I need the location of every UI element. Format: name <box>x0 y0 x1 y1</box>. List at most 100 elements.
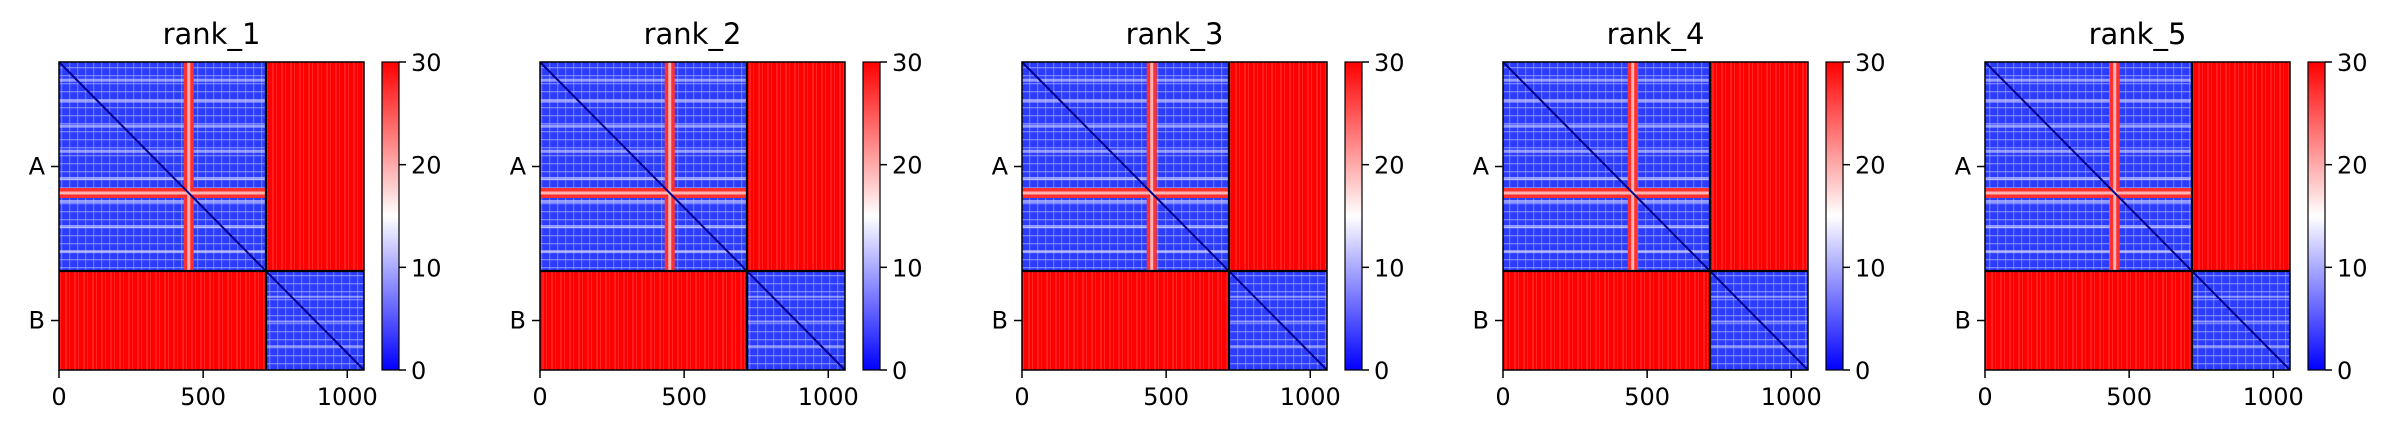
heatmap-band <box>1503 176 1710 180</box>
x-tick-label: 500 <box>1143 383 1189 411</box>
colorbar-tick-label: 30 <box>1855 49 1886 77</box>
heatmap-band <box>2191 345 2290 348</box>
pae-panel: rank_2 0 500 1000 A B 0 10 20 30 <box>510 17 923 411</box>
heatmap-band <box>1022 225 1229 229</box>
heatmap-band <box>1022 199 1229 203</box>
heatmap-band <box>1985 149 2192 153</box>
x-tick-label: 500 <box>661 383 707 411</box>
heatmap-domain-break-v-core <box>1150 62 1154 272</box>
panel-title: rank_3 <box>1126 17 1224 51</box>
heatmap-domain-break-v-core <box>668 62 672 272</box>
heatmap-band <box>1022 176 1229 180</box>
heatmap-block-ba <box>1503 271 1710 370</box>
colorbar-tick-label: 10 <box>411 254 442 282</box>
heatmap-band <box>1985 250 2192 254</box>
pae-panel: rank_5 0 500 1000 A B 0 10 20 30 <box>1955 17 2368 411</box>
chain-label: A <box>1473 153 1490 181</box>
colorbar-tick-label: 10 <box>1374 254 1405 282</box>
heatmap-domain-break-v-core <box>2113 62 2117 272</box>
heatmap-domain-break-h-core <box>1022 191 1229 195</box>
heatmap-band <box>1985 225 2192 229</box>
colorbar-frame <box>1825 61 1844 371</box>
heatmap-band <box>59 225 266 229</box>
heatmap-frame <box>58 61 365 371</box>
x-tick-label: 500 <box>180 383 226 411</box>
chain-label: B <box>992 307 1008 335</box>
heatmap-band <box>1503 250 1710 254</box>
colorbar-frame <box>1344 61 1363 371</box>
heatmap-band <box>59 176 266 180</box>
heatmap-band <box>540 250 747 254</box>
heatmap-block-ba <box>1022 271 1229 370</box>
heatmap-diagonal-a <box>539 61 748 272</box>
colorbar-tick-label: 0 <box>411 357 426 385</box>
x-tick-label: 500 <box>1624 383 1670 411</box>
heatmap-band <box>540 149 747 153</box>
heatmap-band <box>1985 124 2192 128</box>
colorbar-tick-label: 10 <box>1855 254 1886 282</box>
heatmap-diagonal-b <box>1709 270 1809 371</box>
heatmap-band <box>1022 149 1229 153</box>
heatmap-domain-break-v-core <box>1631 62 1635 272</box>
heatmap-diagonal-b <box>1228 270 1328 371</box>
heatmap-block-ab <box>265 62 364 272</box>
heatmap-domain-break-h-core <box>1985 191 2192 195</box>
heatmap-band <box>540 78 747 82</box>
colorbar <box>382 62 399 370</box>
heatmap-band <box>1503 199 1710 203</box>
heatmap-band <box>1985 199 2192 203</box>
heatmap-block-ab <box>1709 62 1808 272</box>
x-tick-label: 1000 <box>798 383 859 411</box>
heatmap-block-ba <box>540 271 747 370</box>
x-tick-label: 0 <box>1495 383 1510 411</box>
pae-panel: rank_4 0 500 1000 A B 0 10 20 30 <box>1473 17 1886 411</box>
heatmap-band <box>59 250 266 254</box>
x-tick-label: 0 <box>51 383 66 411</box>
heatmap-band <box>59 78 266 82</box>
colorbar-tick-label: 0 <box>2337 357 2352 385</box>
heatmap-band <box>265 295 364 298</box>
chain-label: A <box>992 153 1009 181</box>
heatmap-frame <box>539 61 846 371</box>
chain-label: A <box>29 153 46 181</box>
heatmap-band <box>1709 345 1808 348</box>
heatmap-diagonal-b <box>746 270 846 371</box>
colorbar-tick-label: 30 <box>892 49 923 77</box>
colorbar <box>863 62 880 370</box>
colorbar-tick-label: 0 <box>1855 357 1870 385</box>
heatmap-diagonal-b <box>2191 270 2291 371</box>
x-tick-label: 1000 <box>2243 383 2304 411</box>
colorbar-tick-label: 20 <box>1374 152 1405 180</box>
heatmap-band <box>1503 149 1710 153</box>
panel-title: rank_2 <box>644 17 742 51</box>
heatmap-band <box>1503 99 1710 103</box>
heatmap-band <box>540 124 747 128</box>
heatmap-band <box>540 176 747 180</box>
colorbar-tick-label: 10 <box>892 254 923 282</box>
heatmap-band <box>1709 295 1808 298</box>
x-tick-label: 0 <box>532 383 547 411</box>
heatmap-block-ab <box>2191 62 2290 272</box>
heatmap-band <box>540 225 747 229</box>
chain-label: B <box>510 307 526 335</box>
colorbar-tick-label: 20 <box>1855 152 1886 180</box>
heatmap-band <box>1503 78 1710 82</box>
chain-label: A <box>1955 153 1972 181</box>
heatmap-frame <box>1502 61 1809 371</box>
x-tick-label: 1000 <box>317 383 378 411</box>
heatmap-block-ba <box>1985 271 2192 370</box>
chain-label: A <box>510 153 527 181</box>
heatmap-diagonal-a <box>58 61 267 272</box>
pae-panel: rank_1 0 500 1000 A B 0 10 20 30 <box>29 17 442 411</box>
heatmap-band <box>1985 78 2192 82</box>
heatmap-diagonal-b <box>265 270 365 371</box>
heatmap-band <box>540 99 747 103</box>
heatmap-band <box>1022 78 1229 82</box>
heatmap-band <box>59 124 266 128</box>
heatmap-band <box>746 345 845 348</box>
heatmap-band <box>1985 176 2192 180</box>
heatmap-domain-break-h-core <box>540 191 747 195</box>
heatmap-block-ab <box>1228 62 1327 272</box>
colorbar-tick-label: 0 <box>892 357 907 385</box>
heatmap-diagonal-a <box>1984 61 2193 272</box>
